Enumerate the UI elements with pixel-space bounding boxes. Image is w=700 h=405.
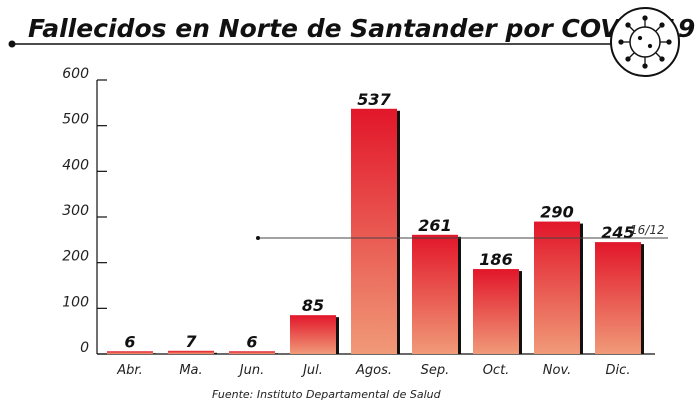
bar (290, 315, 336, 354)
y-tick-label: 200 (62, 249, 89, 265)
bar (595, 242, 641, 354)
y-tick-label: 300 (62, 203, 89, 219)
y-tick-label: 0 (80, 340, 89, 356)
bar (351, 108, 397, 355)
title-dot (8, 40, 16, 48)
x-tick-label: Nov. (543, 363, 571, 378)
x-tick-label: Agos. (355, 363, 392, 378)
data-label: 6 (124, 332, 135, 351)
annotation-dot (256, 236, 260, 240)
bar (412, 234, 458, 354)
bar (168, 350, 214, 354)
x-tick-label: Sep. (421, 363, 450, 378)
data-label: 186 (479, 250, 512, 269)
y-tick-label: 600 (62, 66, 89, 82)
bar (473, 269, 519, 354)
data-label: 245 (601, 223, 634, 242)
bar (229, 351, 275, 354)
data-label: 537 (357, 90, 391, 109)
data-label: 290 (540, 203, 573, 222)
bar (534, 221, 580, 354)
x-tick-label: Ma. (179, 363, 202, 378)
x-tick-label: Oct. (483, 363, 510, 378)
bar (107, 351, 153, 354)
source-note: Fuente: Instituto Departamental de Salud (212, 388, 442, 401)
data-label: 6 (246, 332, 257, 351)
y-tick-label: 400 (62, 157, 89, 173)
x-tick-label: Abr. (116, 363, 142, 378)
virus-icon (610, 7, 680, 77)
x-tick-label: Dic. (606, 363, 631, 378)
x-tick-label: Jun. (237, 363, 264, 378)
annotation-label: 16/12 (630, 223, 665, 237)
chart-title: Fallecidos en Norte de Santander por COV… (28, 14, 695, 43)
y-tick-label: 500 (62, 112, 89, 128)
x-tick-label: Jul. (300, 363, 323, 378)
data-label: 261 (418, 216, 451, 235)
data-label: 85 (302, 296, 324, 315)
data-label: 7 (185, 332, 197, 351)
y-tick-label: 100 (62, 294, 89, 310)
